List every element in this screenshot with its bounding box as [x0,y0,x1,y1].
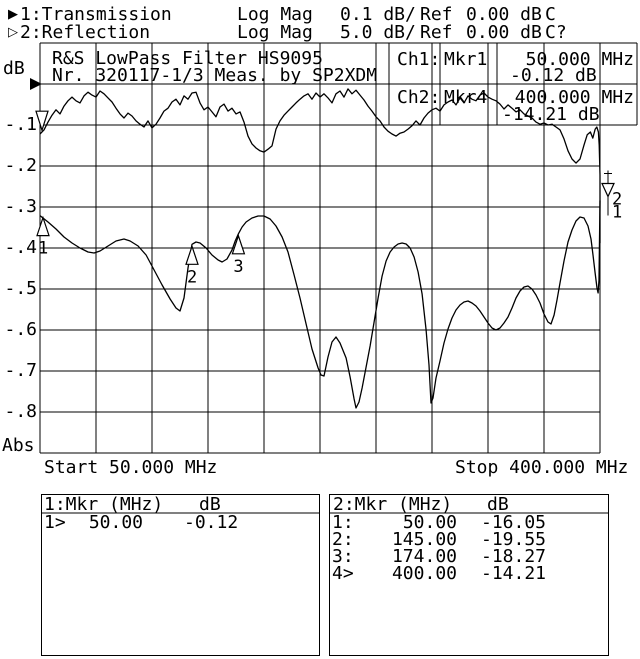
mkr-table1-box [41,494,320,656]
ch1-marker-name: Mkr1 [444,49,488,70]
marker-3-triangle-icon [231,233,246,255]
mkr-row-level: -14.21 [481,563,547,584]
mkr-table2-header: 2:Mkr (MHz) [333,494,453,515]
y-axis-label: -.1 [4,114,37,135]
trace-transmission [39,88,601,244]
mkr-row-level: -18.27 [481,546,547,567]
trace-reflection [39,200,601,409]
trace2-format: Log Mag [237,22,313,43]
mkr-table1-header: 1:Mkr (MHz) [44,494,164,515]
y-axis-label: -.6 [4,319,37,340]
trace2-ref-label: Ref [420,22,453,43]
marker-4-triangle-icon [601,182,615,198]
trace1-ref-value: 0.00 dB [466,4,542,25]
y-axis-mode: Abs [2,435,35,456]
trace2-selector-icon: ▷ [8,25,18,40]
trace2-scale: 5.0 dB/ [340,22,416,43]
device-subtitle: Nr. 320117-1/3 Meas. by SP2XDM [52,65,378,86]
trace1-scale: 0.1 dB/ [340,4,416,25]
mkr-row-level: -0.12 [184,512,239,533]
ch1-marker-value: -0.12 dB [510,65,597,86]
ref-level-arrow-icon [30,78,42,90]
mkr-row-number: 1> [44,512,66,533]
mkr-row-number: 1: [332,512,354,533]
marker-2-label: 2 [187,267,197,287]
trace-end-label-1: 1 [612,203,622,223]
ch2-label: Ch2: [397,87,441,108]
mkr-row-frequency: 400.00 [391,563,457,584]
trace2-label: 2:Reflection [20,22,151,43]
y-axis-label: -.8 [4,401,37,422]
y-axis-label: -.2 [4,155,37,176]
marker-1-triangle-icon [35,110,49,133]
mkr-table2-box [329,494,609,656]
y-axis-label: -.7 [4,360,37,381]
mkr-row-frequency: 174.00 [391,546,457,567]
device-title: R&S LowPass Filter HS9095 [52,48,323,69]
y-axis-label: -.3 [4,196,37,217]
ch2-marker-value: -14.21 dB [502,104,600,125]
mkr-table1-unit: dB [199,494,221,515]
trace1-label: 1:Transmission [20,4,172,25]
x-axis-stop-label: Stop 400.000 MHz [455,457,629,478]
y-axis-label: -.5 [4,278,37,299]
marker-1-label: 1 [38,239,48,259]
trace1-ref-label: Ref [420,4,453,25]
marker-3-label: 3 [233,257,243,277]
ch1-marker-freq: 50.000 MHz [525,49,634,70]
x-axis-start-label: Start 50.000 MHz [44,457,218,478]
ch2-marker-name: Mkr4 [444,87,488,108]
trace-end-label-2: 2 [612,190,622,210]
ch1-label: Ch1: [397,49,441,70]
trace2-cal-status: C? [545,22,567,43]
marker-1-triangle-icon [36,215,50,237]
trace2-ref-value: 0.00 dB [466,22,542,43]
mkr-row-number: 3: [332,546,354,567]
marker-2-triangle-icon [185,244,199,265]
mkr-row-number: 2: [332,529,354,550]
y-axis-label: -.4 [4,237,37,258]
mkr-row-number: 4> [332,563,354,584]
y-axis-unit: dB [3,58,25,79]
mkr-row-level: -19.55 [481,529,547,550]
mkr-row-frequency: 50.00 [402,512,457,533]
trace1-selector-icon: ▶ [8,7,18,22]
mkr-row-frequency: 50.00 [88,512,143,533]
trace1-format: Log Mag [237,4,313,25]
trace1-cal-status: C [545,4,556,25]
mkr-row-frequency: 145.00 [391,529,457,550]
mkr-row-level: -16.05 [481,512,547,533]
mkr-table2-unit: dB [487,494,509,515]
ch2-marker-freq: 400.000 MHz [514,87,634,108]
